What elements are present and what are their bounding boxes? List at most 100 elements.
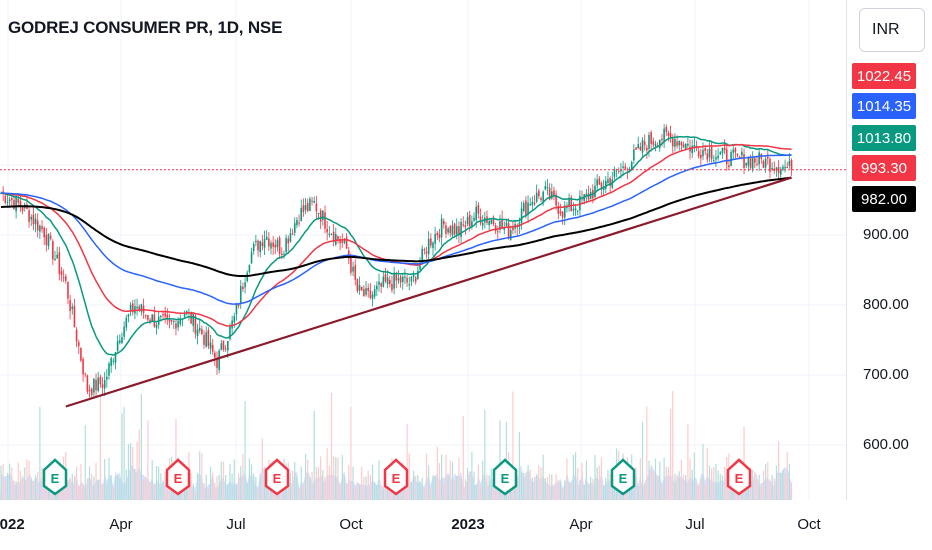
volume-bar <box>378 460 380 500</box>
candle-body <box>28 210 30 223</box>
volume-bar <box>17 462 19 500</box>
candle-body <box>723 147 726 151</box>
candle-body <box>693 145 696 148</box>
volume-bar <box>67 479 69 500</box>
candle-body <box>283 253 285 255</box>
volume-bar <box>546 477 549 500</box>
candle-body <box>60 271 63 275</box>
volume-bar <box>15 480 17 500</box>
candle-body <box>382 276 385 287</box>
volume-bar <box>248 458 250 500</box>
volume-bar <box>244 401 246 500</box>
candle-body <box>39 225 41 232</box>
volume-bar <box>199 451 201 500</box>
candle-body <box>69 300 71 311</box>
candle-body <box>73 305 76 327</box>
candle-body <box>211 345 214 352</box>
volume-bar <box>555 473 557 500</box>
volume-bar <box>238 473 240 500</box>
volume-bar <box>95 462 97 500</box>
candle-body <box>555 194 557 206</box>
volume-bar <box>523 472 525 500</box>
x-tick-label: 2022 <box>0 516 25 533</box>
candle-body <box>127 314 130 317</box>
volume-bar <box>136 441 138 500</box>
candle-body <box>734 148 737 153</box>
volume-bar <box>758 474 760 500</box>
volume-bar <box>445 454 447 500</box>
candle-body <box>622 166 624 168</box>
candle-body <box>4 195 7 203</box>
candle-body <box>576 210 579 212</box>
volume-bar <box>551 474 553 500</box>
volume-bar <box>39 406 41 500</box>
candle-body <box>319 210 322 222</box>
volume-bar <box>577 467 579 500</box>
candle-body <box>298 222 300 224</box>
earnings-marker-label: E <box>174 471 183 486</box>
candle-body <box>570 197 573 212</box>
candle-body <box>529 204 531 206</box>
volume-bar <box>417 474 419 500</box>
candle-body <box>86 375 89 392</box>
candle-body <box>585 193 588 196</box>
volume-bar <box>114 476 117 500</box>
volume-bar <box>464 479 466 500</box>
volume-bar <box>2 463 4 500</box>
volume-bar <box>69 478 71 500</box>
candle-body <box>88 390 91 392</box>
candle-body <box>119 340 121 343</box>
volume-bar <box>108 457 110 500</box>
candle-body <box>684 143 687 150</box>
currency-selector[interactable]: INR <box>859 8 925 52</box>
candle-body <box>598 178 601 185</box>
candle-body <box>354 265 357 280</box>
candle-body <box>501 218 503 228</box>
volume-bar <box>680 459 682 500</box>
volume-bar <box>300 466 302 500</box>
candle-body <box>445 225 447 234</box>
candle-body <box>90 388 93 395</box>
volume-bar <box>672 390 674 500</box>
volume-bar <box>721 475 724 500</box>
candle-body <box>252 243 255 252</box>
candle-body <box>468 214 471 227</box>
volume-bar <box>73 475 76 500</box>
volume-bar <box>780 472 782 500</box>
candle-body <box>557 205 560 214</box>
candle-body <box>207 330 210 347</box>
volume-bar <box>358 485 361 500</box>
candle-body <box>747 157 750 166</box>
volume-bar <box>752 469 754 500</box>
earnings-marker <box>42 458 68 496</box>
volume-bar <box>311 472 313 500</box>
volume-bar <box>326 447 328 500</box>
candle-body <box>779 170 782 175</box>
candle-body <box>369 290 372 298</box>
candle-body <box>173 321 175 323</box>
candle-body <box>481 222 484 226</box>
volume-bar <box>34 475 37 500</box>
candle-body <box>419 263 421 270</box>
volume-bar <box>603 486 605 500</box>
candle-body <box>324 212 326 229</box>
candle-body <box>451 225 454 236</box>
candle-body <box>764 158 767 168</box>
candle-body <box>700 154 702 159</box>
candle-body <box>201 329 203 335</box>
candle-body <box>646 147 648 151</box>
candle-body <box>391 284 393 291</box>
candle-body <box>356 278 359 292</box>
candle-body <box>676 141 678 146</box>
volume-bar <box>207 488 209 500</box>
volume-bar <box>348 465 350 500</box>
volume-bar <box>37 471 39 500</box>
volume-bar <box>307 459 309 500</box>
volume-bar <box>566 458 568 500</box>
volume-bar <box>186 483 188 500</box>
volume-bar <box>415 476 417 500</box>
candle-body <box>237 304 240 306</box>
volume-bar <box>441 454 443 500</box>
volume-bar <box>693 452 695 500</box>
volume-bar <box>408 453 410 500</box>
